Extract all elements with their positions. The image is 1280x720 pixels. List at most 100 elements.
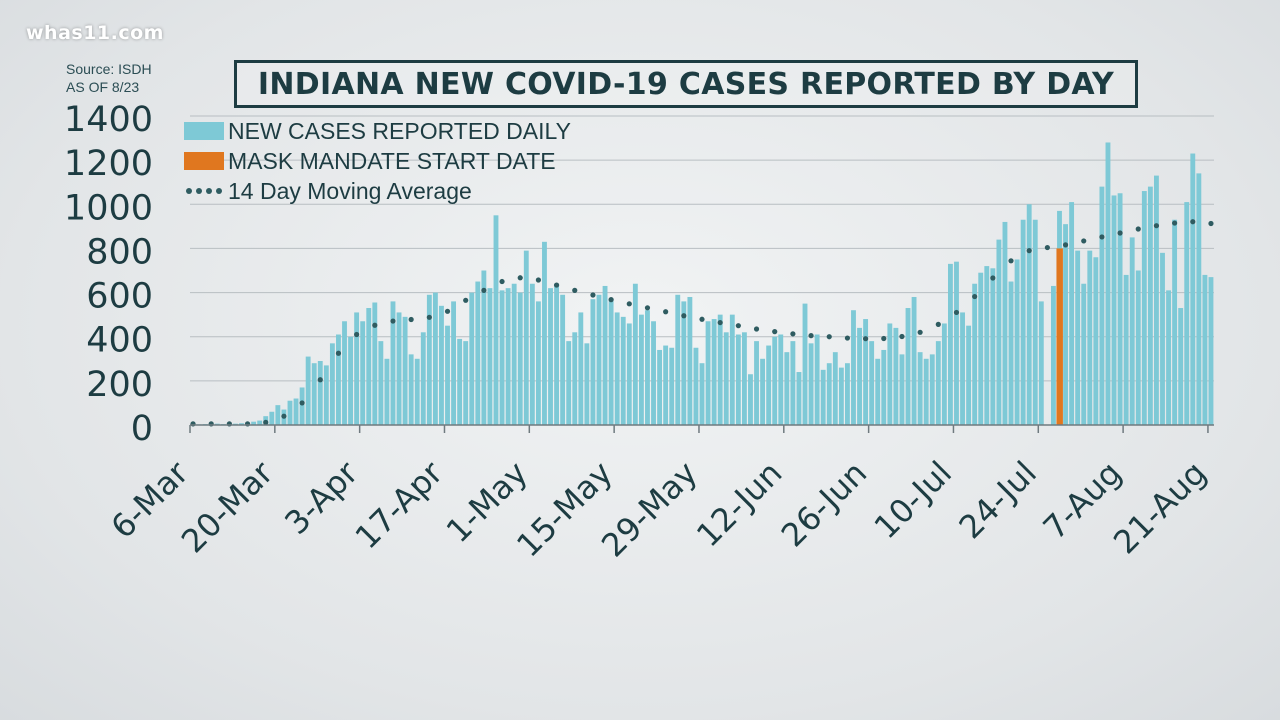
bar — [305, 356, 311, 425]
bar — [790, 341, 796, 425]
bar — [748, 374, 753, 425]
bar — [1051, 285, 1056, 425]
bar — [511, 283, 517, 425]
bar — [1099, 186, 1105, 425]
bar — [336, 334, 341, 425]
bar — [469, 292, 475, 425]
y-tick-label: 1400 — [64, 100, 153, 140]
bar — [396, 312, 402, 425]
moving-average-point — [408, 316, 414, 323]
x-tick-label: 29-May — [594, 454, 705, 565]
moving-average-point — [899, 333, 905, 340]
bar — [608, 299, 614, 425]
bar — [487, 288, 493, 425]
bar — [572, 332, 578, 425]
bar — [1069, 202, 1075, 425]
moving-average-point — [590, 292, 596, 298]
bar — [863, 319, 869, 425]
legend-item-bars: NEW CASES REPORTED DAILY — [184, 116, 571, 146]
moving-average-point — [481, 287, 487, 293]
bar — [772, 336, 778, 425]
bar — [439, 305, 444, 425]
legend-item-mask: MASK MANDATE START DATE — [184, 146, 571, 176]
bar — [802, 303, 808, 425]
bar — [1147, 186, 1153, 425]
bar — [681, 301, 687, 425]
y-tick-label: 400 — [86, 321, 153, 361]
bar — [960, 312, 965, 425]
x-tick-labels: 6-Mar20-Mar3-Apr17-Apr1-May15-May29-May1… — [104, 453, 1214, 564]
bar — [1160, 252, 1165, 425]
bar — [408, 354, 414, 425]
bar — [766, 345, 772, 425]
bar — [384, 358, 390, 425]
bar — [675, 294, 681, 425]
bar — [293, 398, 299, 425]
bar — [360, 321, 366, 425]
bar — [566, 341, 572, 425]
bar — [717, 314, 723, 425]
bar — [378, 341, 384, 425]
bar — [1184, 202, 1190, 425]
moving-average-point — [263, 419, 269, 425]
bar — [463, 341, 469, 425]
moving-average-point — [1081, 238, 1087, 244]
moving-average-point — [299, 400, 305, 406]
bar — [420, 332, 426, 425]
moving-average-point — [426, 314, 432, 320]
bar — [1196, 173, 1202, 425]
bar — [887, 323, 893, 425]
bar — [1032, 219, 1038, 425]
bar — [657, 349, 663, 425]
legend-swatch-mask — [184, 152, 224, 170]
bar — [784, 352, 790, 425]
moving-average-point — [753, 326, 760, 332]
moving-average-point — [881, 335, 887, 342]
bar — [1129, 237, 1135, 425]
bar — [1087, 250, 1093, 425]
bar — [729, 314, 735, 425]
moving-average-point — [517, 275, 523, 281]
mask-mandate-bar — [1056, 248, 1063, 425]
bar — [457, 338, 463, 425]
moving-average-point — [1172, 220, 1178, 226]
bar — [1190, 153, 1196, 425]
moving-average-point — [1044, 244, 1050, 251]
moving-average-point — [699, 316, 705, 322]
y-tick-label: 1000 — [64, 188, 153, 228]
bar — [445, 325, 450, 425]
source-line: Source: ISDH — [66, 61, 152, 77]
bar — [735, 334, 741, 425]
bar — [638, 314, 644, 425]
bar — [481, 270, 487, 425]
moving-average-point — [772, 329, 778, 335]
bar — [1002, 221, 1008, 425]
legend-swatch-avg — [184, 182, 224, 200]
chart-legend: NEW CASES REPORTED DAILY MASK MANDATE ST… — [184, 116, 571, 206]
moving-average-point — [1099, 234, 1105, 240]
bar — [651, 321, 656, 425]
bar — [372, 302, 378, 425]
bar — [590, 299, 596, 425]
moving-average-point — [1026, 248, 1032, 254]
moving-average-point — [663, 309, 669, 315]
bar — [505, 288, 511, 425]
bar — [1081, 283, 1087, 425]
moving-average-point — [281, 413, 287, 419]
bar — [354, 312, 360, 425]
bar — [1135, 270, 1141, 425]
moving-average-point — [444, 308, 451, 314]
bar — [941, 323, 947, 425]
moving-average-point — [972, 293, 978, 300]
bar — [808, 343, 814, 425]
bar — [881, 349, 887, 425]
station-watermark: whas11.com — [26, 22, 164, 44]
source-note: Source: ISDH AS OF 8/23 — [66, 60, 152, 96]
bar — [529, 283, 535, 425]
bar-layer — [190, 142, 1214, 425]
bar — [905, 308, 911, 425]
bar — [990, 268, 996, 425]
bar — [602, 285, 608, 425]
moving-average-point — [499, 278, 505, 285]
bar — [269, 411, 275, 425]
